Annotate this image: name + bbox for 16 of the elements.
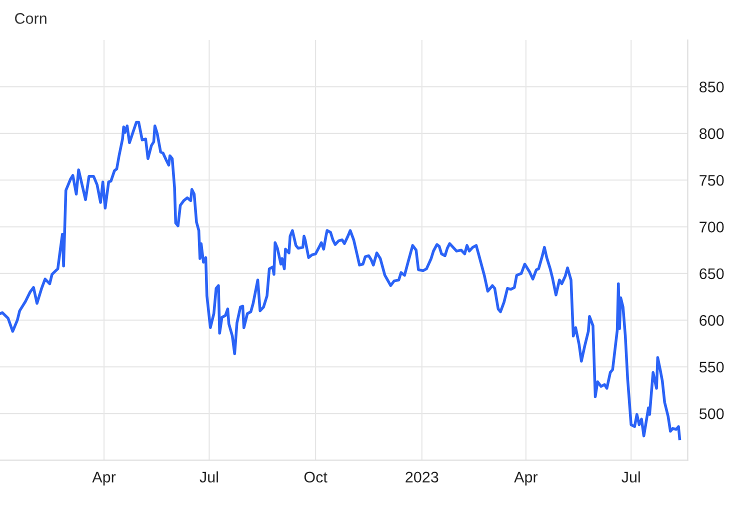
y-tick-label: 500 [699,408,724,420]
y-tick-label: 550 [699,362,724,373]
x-tick-label: 2023 [406,472,438,483]
x-tick-label: Oct [304,472,328,483]
line-series [0,120,682,440]
y-tick-label: 650 [700,268,724,280]
x-tick-label: Jul [622,471,640,483]
y-tick-label: 800 [700,128,724,140]
y-tick-label: 750 [700,174,724,186]
x-tick-label: Apr [92,472,116,486]
y-tick-label: 600 [700,315,724,326]
x-tick-label: Jul [200,471,218,483]
x-tick-label: Apr [514,472,538,486]
chart-title: Corn [15,13,46,24]
y-tick-label: 700 [700,222,724,232]
y-tick-label: 850 [700,82,724,92]
